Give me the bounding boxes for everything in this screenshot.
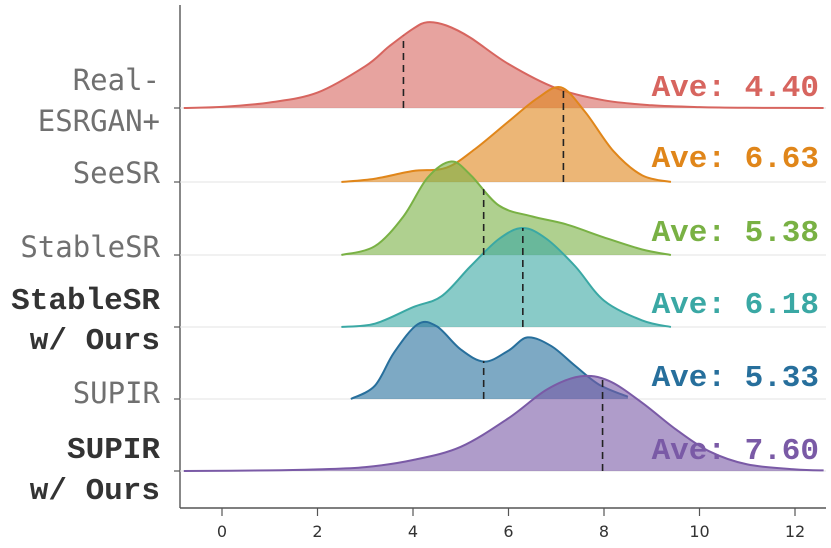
ridge-area-4 <box>341 228 671 327</box>
x-tick-label: 0 <box>217 522 227 541</box>
ave-label-1: Ave: 4.40 <box>652 71 819 106</box>
y-label-4: StableSR <box>11 284 160 319</box>
ridge-area-1 <box>183 22 824 109</box>
ridge-outline-6 <box>183 374 824 472</box>
y-label-6: w/ Ours <box>30 474 160 509</box>
ridge-area-2 <box>341 87 671 182</box>
y-label-1: ESRGAN+ <box>38 104 160 138</box>
x-tick-label: 8 <box>599 522 609 541</box>
ridge-outline-5 <box>350 320 629 400</box>
ave-label-6: Ave: 7.60 <box>652 434 819 469</box>
ridge-outline-2 <box>341 86 672 183</box>
ridge-outline-4 <box>341 226 672 328</box>
y-label-6: SUPIR <box>67 433 160 468</box>
x-tick-label: 12 <box>785 522 805 541</box>
x-tick-label: 6 <box>503 522 513 541</box>
x-tick-label: 2 <box>312 522 322 541</box>
y-label-5: SUPIR <box>73 376 161 410</box>
x-tick-label: 4 <box>408 522 418 541</box>
ave-label-3: Ave: 5.38 <box>652 216 819 251</box>
x-tick-label: 10 <box>689 522 709 541</box>
ridge-area-5 <box>350 321 628 399</box>
ave-label-4: Ave: 6.18 <box>652 288 819 323</box>
ave-label-2: Ave: 6.63 <box>652 142 819 177</box>
ridge-outline-1 <box>183 21 824 109</box>
y-label-4: w/ Ours <box>30 324 160 359</box>
y-label-1: Real- <box>73 63 160 97</box>
y-label-2: SeeSR <box>73 156 161 190</box>
ridge-area-6 <box>183 375 824 471</box>
y-label-3: StableSR <box>20 230 160 264</box>
ave-label-5: Ave: 5.33 <box>652 361 819 396</box>
ridge-area-3 <box>341 161 671 255</box>
